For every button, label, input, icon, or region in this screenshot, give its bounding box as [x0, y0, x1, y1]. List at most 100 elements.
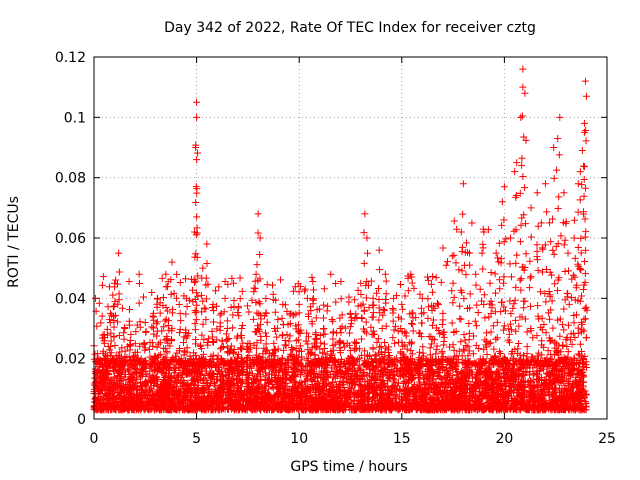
data-point [224, 405, 232, 413]
data-point [438, 393, 446, 401]
data-point [153, 373, 161, 381]
y-tick-label: 0.06 [55, 231, 86, 247]
data-point [183, 386, 191, 394]
data-point [462, 381, 470, 389]
data-point [517, 392, 525, 400]
data-point [319, 401, 327, 409]
data-point [418, 403, 426, 411]
data-point [192, 365, 200, 373]
data-point [114, 392, 122, 400]
data-point [363, 371, 371, 379]
data-point [311, 378, 319, 386]
data-point [282, 366, 290, 374]
data-point [423, 356, 431, 364]
data-point [106, 387, 114, 395]
data-point [442, 405, 450, 413]
data-point [353, 391, 361, 399]
data-point [122, 397, 130, 405]
data-point [518, 391, 526, 399]
data-point [220, 384, 228, 392]
data-point [114, 372, 122, 380]
data-point [299, 362, 307, 370]
data-point [273, 389, 281, 397]
data-point [508, 395, 516, 403]
data-point [399, 379, 407, 387]
data-point [164, 406, 172, 414]
data-point [223, 368, 231, 376]
data-point [278, 368, 286, 376]
data-point [237, 383, 245, 391]
data-point [118, 395, 126, 403]
data-point [546, 401, 554, 409]
data-point [477, 380, 485, 388]
data-point [157, 391, 165, 399]
data-point [384, 371, 392, 379]
data-point [476, 367, 484, 375]
data-point [133, 390, 141, 398]
data-point [487, 367, 495, 375]
data-point [327, 364, 335, 372]
data-point [201, 406, 209, 414]
data-point [181, 379, 189, 387]
data-point [559, 399, 567, 407]
data-point [113, 381, 121, 389]
data-point [112, 406, 120, 414]
data-point [561, 388, 569, 396]
data-point [420, 375, 428, 383]
data-point [289, 372, 297, 380]
data-point [166, 378, 174, 386]
data-point [120, 405, 128, 413]
data-point [556, 392, 564, 400]
data-point [194, 395, 202, 403]
data-point [443, 373, 451, 381]
data-point [433, 372, 441, 380]
data-point [343, 377, 351, 385]
data-point [198, 393, 206, 401]
data-point [487, 375, 495, 383]
data-point [392, 391, 400, 399]
data-point [541, 399, 549, 407]
data-point [284, 356, 292, 364]
data-point [509, 369, 517, 377]
data-point [390, 375, 398, 383]
data-point [538, 389, 546, 397]
data-point [188, 404, 196, 412]
data-point [334, 397, 342, 405]
data-point [538, 373, 546, 381]
data-point [413, 384, 421, 392]
data-point [186, 395, 194, 403]
data-point [128, 378, 136, 386]
data-point [349, 375, 357, 383]
data-point [172, 390, 180, 398]
data-point [268, 383, 276, 391]
data-point [198, 401, 206, 409]
data-point [425, 374, 433, 382]
data-point [351, 403, 359, 411]
data-point [390, 378, 398, 386]
data-point [200, 379, 208, 387]
data-point [350, 368, 358, 376]
data-point [394, 406, 402, 414]
data-point [230, 379, 238, 387]
data-point [262, 397, 270, 405]
data-point [475, 368, 483, 376]
data-point [542, 405, 550, 413]
data-point [414, 365, 422, 373]
data-point [457, 380, 465, 388]
data-point [92, 378, 100, 386]
data-point [466, 396, 474, 404]
x-tick-label: 20 [495, 431, 513, 447]
data-point [436, 387, 444, 395]
data-point [457, 369, 465, 377]
data-point [139, 371, 147, 379]
data-point [319, 373, 327, 381]
data-point [291, 385, 299, 393]
data-point [448, 375, 456, 383]
data-point [494, 402, 502, 410]
data-point [166, 385, 174, 393]
data-point [94, 402, 102, 410]
data-point [261, 382, 269, 390]
data-point [333, 372, 341, 380]
data-point [321, 405, 329, 413]
data-point [423, 373, 431, 381]
